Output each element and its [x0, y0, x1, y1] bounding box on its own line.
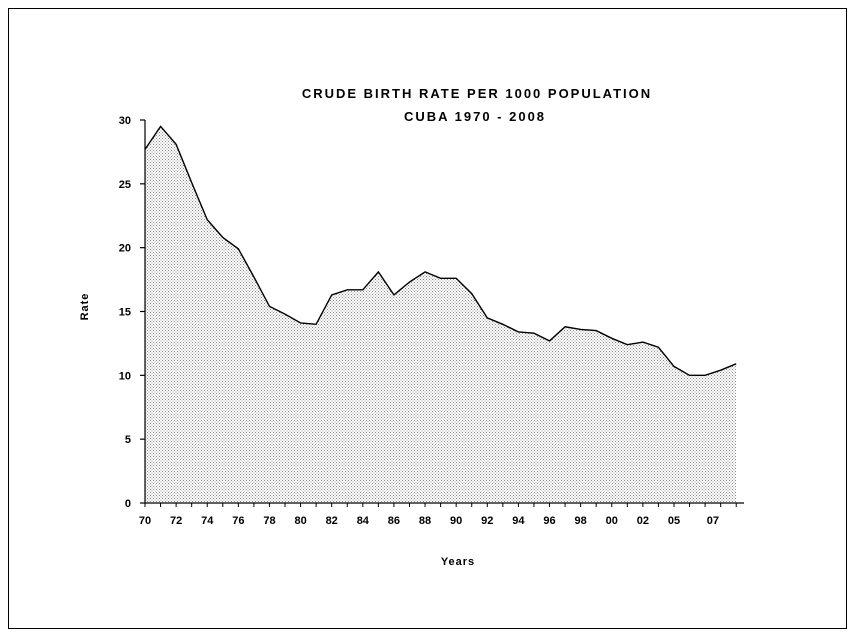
chart-svg: CRUDE BIRTH RATE PER 1000 POPULATION CUB… [79, 86, 744, 568]
x-tick-label: 96 [543, 515, 555, 527]
y-axis: 0 5 10 15 20 25 30 [119, 115, 145, 510]
x-tick-label: 92 [481, 515, 493, 527]
x-tick-label: 94 [512, 515, 525, 527]
series-line [144, 125, 737, 376]
x-tick-label: 86 [388, 515, 400, 527]
x-tick-label: 07 [707, 515, 719, 527]
x-tick-label: 76 [232, 515, 244, 527]
chart-frame: CRUDE BIRTH RATE PER 1000 POPULATION CUB… [8, 8, 847, 629]
x-tick-label: 98 [575, 515, 587, 527]
y-tick-label: 5 [125, 434, 131, 446]
y-tick-label: 20 [119, 243, 131, 255]
y-tick-label: 15 [119, 307, 131, 319]
x-tick-label: 00 [606, 515, 618, 527]
x-tick-label: 90 [450, 515, 462, 527]
y-tick-label: 25 [119, 179, 131, 191]
x-tick-label: 84 [357, 515, 370, 527]
x-tick-label: 78 [263, 515, 275, 527]
y-axis-label: Rate [79, 293, 91, 321]
y-tick-label: 10 [119, 370, 131, 382]
y-tick-label: 0 [125, 498, 131, 510]
series-area [145, 126, 737, 504]
x-tick-label: 05 [668, 515, 680, 527]
x-tick-label: 88 [419, 515, 431, 527]
chart-title: CRUDE BIRTH RATE PER 1000 POPULATION [302, 86, 652, 101]
x-tick-label: 74 [201, 515, 214, 527]
y-tick-label: 30 [119, 115, 131, 127]
x-tick-label: 72 [170, 515, 182, 527]
x-tick-label: 70 [139, 515, 151, 527]
x-tick-label: 80 [294, 515, 306, 527]
x-axis-label: Years [441, 556, 475, 568]
x-axis: 70 72 74 76 78 80 82 84 86 88 90 92 94 96 98 00 02 05 07 [139, 503, 737, 527]
chart-subtitle: CUBA 1970 - 2008 [404, 109, 546, 124]
x-tick-label: 82 [326, 515, 338, 527]
x-tick-label: 02 [637, 515, 649, 527]
